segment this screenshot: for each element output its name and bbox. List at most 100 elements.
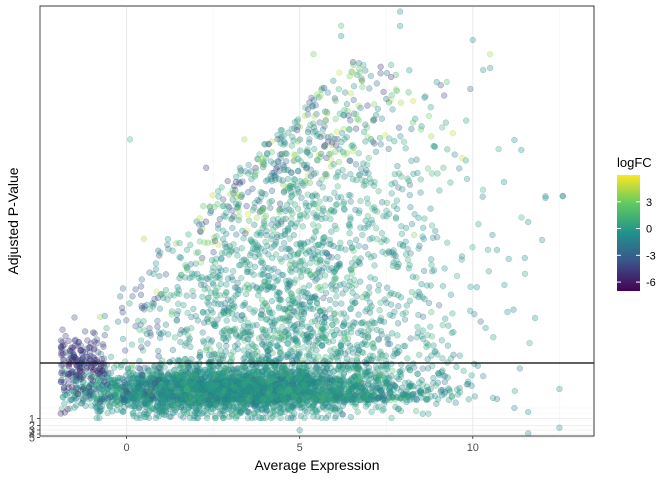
data-point: [81, 390, 89, 397]
data-point: [230, 376, 237, 383]
data-point: [406, 191, 413, 199]
data-point: [126, 387, 134, 394]
data-point: [197, 390, 204, 398]
data-point: [183, 386, 191, 393]
data-point: [270, 396, 277, 404]
data-point: [347, 170, 354, 178]
data-point: [124, 389, 131, 396]
data-point: [178, 398, 186, 405]
data-point: [233, 368, 240, 375]
data-point: [248, 371, 255, 379]
data-point: [283, 367, 291, 374]
data-point: [436, 187, 443, 194]
data-point: [322, 195, 329, 202]
data-point: [156, 406, 163, 413]
data-point: [176, 254, 183, 261]
data-point: [134, 390, 141, 397]
data-point: [495, 145, 502, 153]
data-point: [326, 296, 334, 304]
data-point: [308, 319, 315, 326]
data-point: [148, 375, 155, 382]
data-point: [176, 376, 183, 384]
data-point: [338, 386, 345, 393]
data-point: [335, 389, 342, 396]
data-point: [253, 214, 260, 221]
data-point: [289, 380, 296, 387]
data-point: [213, 233, 220, 240]
data-point: [373, 225, 380, 232]
data-point: [245, 385, 252, 393]
data-point: [199, 221, 206, 228]
data-point: [176, 397, 183, 404]
data-point: [318, 367, 325, 374]
data-point: [282, 394, 289, 401]
data-point: [97, 313, 104, 321]
data-point: [318, 319, 326, 326]
data-point: [378, 230, 386, 237]
data-point: [91, 385, 98, 393]
data-point: [417, 189, 424, 196]
data-point: [262, 404, 270, 411]
data-point: [399, 186, 406, 193]
data-point: [175, 384, 182, 392]
data-point: [413, 156, 420, 163]
data-point: [188, 391, 195, 398]
data-point: [416, 351, 423, 358]
data-point: [388, 414, 395, 422]
data-point: [82, 402, 89, 409]
data-point: [256, 414, 263, 421]
data-point: [312, 383, 319, 390]
data-point: [262, 384, 269, 392]
data-point: [148, 372, 156, 379]
data-point: [137, 385, 144, 393]
data-point: [276, 402, 283, 409]
data-point: [236, 213, 243, 220]
data-point: [160, 329, 167, 336]
data-point: [368, 408, 375, 415]
data-point: [198, 387, 205, 395]
data-point: [376, 307, 383, 314]
data-point: [138, 380, 145, 388]
data-point: [343, 355, 351, 362]
data-point: [178, 375, 186, 383]
data-point: [422, 387, 430, 394]
data-point: [212, 393, 220, 401]
data-point: [447, 179, 454, 186]
data-point: [154, 323, 161, 330]
data-point: [248, 398, 255, 405]
data-point: [226, 395, 233, 402]
data-point: [198, 379, 205, 386]
data-point: [447, 291, 455, 298]
data-point: [347, 413, 354, 421]
data-point: [411, 211, 418, 218]
data-point: [276, 378, 283, 385]
data-point: [227, 191, 234, 198]
data-point: [391, 179, 398, 186]
data-point: [428, 222, 436, 229]
data-point: [306, 375, 313, 383]
data-point: [190, 305, 197, 313]
data-point: [290, 403, 297, 410]
data-point: [431, 392, 439, 400]
data-point: [255, 381, 262, 388]
data-point: [378, 115, 386, 122]
data-point: [222, 377, 230, 384]
data-point: [236, 262, 243, 269]
data-point: [197, 276, 204, 284]
data-point: [405, 379, 412, 386]
data-point: [323, 260, 330, 268]
data-point: [175, 308, 182, 315]
data-point: [162, 321, 170, 328]
data-point: [237, 407, 245, 414]
data-point: [258, 391, 265, 398]
data-point: [274, 158, 281, 165]
data-point: [200, 377, 207, 384]
data-point: [254, 380, 261, 388]
data-point: [333, 225, 340, 233]
data-point: [193, 390, 201, 397]
data-point: [352, 161, 360, 168]
data-point: [268, 297, 276, 305]
data-point: [73, 402, 80, 409]
data-point: [304, 129, 312, 136]
data-point: [432, 382, 440, 389]
